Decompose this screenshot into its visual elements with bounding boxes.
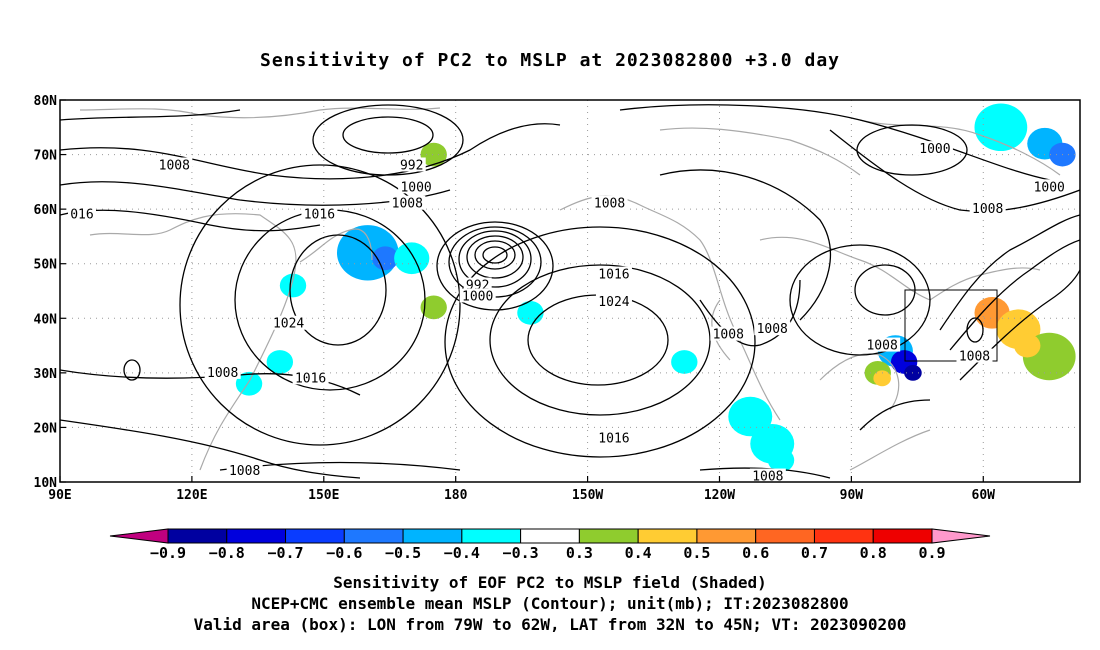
map-background xyxy=(60,100,1080,482)
colorbar-label: 0.7 xyxy=(801,544,828,562)
contour-label: 1000 xyxy=(1034,180,1065,195)
colorbar-label: 0.9 xyxy=(918,544,945,562)
caption-line-1: Sensitivity of EOF PC2 to MSLP field (Sh… xyxy=(333,573,767,592)
lon-tick-label: 60W xyxy=(972,488,996,503)
contour-label: 1016 xyxy=(304,208,335,223)
contour-label: 1016 xyxy=(598,431,629,446)
colorbar-label: −0.3 xyxy=(503,544,539,562)
colorbar-swatch xyxy=(872,528,933,544)
contour-label: 1008 xyxy=(757,322,788,337)
lon-tick-label: 90E xyxy=(48,488,71,503)
lat-tick-label: 80N xyxy=(34,94,58,109)
colorbar: −0.9 −0.8 −0.7 −0.6 −0.5 −0.4 −0.3 0.3 0.4 0.5 0.6… xyxy=(109,528,991,562)
sensitivity-patch xyxy=(767,448,795,473)
colorbar-swatch xyxy=(402,528,463,544)
lon-tick-label: 180 xyxy=(444,488,468,503)
sensitivity-patch xyxy=(974,103,1028,152)
sensitivity-patch xyxy=(728,396,773,437)
lat-tick-label: 30N xyxy=(34,367,58,382)
lat-tick-label: 20N xyxy=(34,421,58,436)
contour-label: 1008 xyxy=(752,470,783,485)
figure-captions: Sensitivity of EOF PC2 to MSLP field (Sh… xyxy=(0,572,1100,635)
colorbar-label: −0.4 xyxy=(444,544,480,562)
contour-label: 1008 xyxy=(159,158,190,173)
lat-tick-label: 40N xyxy=(34,312,58,327)
graticule xyxy=(60,100,1080,482)
lat-tick-label: 70N xyxy=(34,149,58,164)
contour-label: 1008 xyxy=(594,197,625,212)
colorbar-label: −0.8 xyxy=(209,544,245,562)
lon-tick-label: 120W xyxy=(704,488,735,503)
lat-tick-label: 50N xyxy=(34,258,58,273)
lon-tick-label: 90W xyxy=(840,488,864,503)
sensitivity-patch xyxy=(266,350,294,374)
sensitivity-patch xyxy=(873,370,891,387)
contour-label: 1008 xyxy=(207,366,238,381)
sensitivity-patch xyxy=(420,295,447,320)
contour-label: 1008 xyxy=(866,339,897,354)
sensitivity-patch xyxy=(1014,333,1041,358)
map-frame xyxy=(59,99,1081,483)
colorbar-label: −0.6 xyxy=(326,544,362,562)
caption-line-2: NCEP+CMC ensemble mean MSLP (Contour); u… xyxy=(251,594,849,613)
contour-label: 1000 xyxy=(400,180,431,195)
colorbar-swatch xyxy=(755,528,815,544)
colorbar-label: 0.5 xyxy=(683,544,710,562)
colorbar-swatch xyxy=(343,528,404,544)
colorbar-label: −0.9 xyxy=(150,544,186,562)
colorbar-swatch xyxy=(226,528,287,544)
contour-label: 016 xyxy=(70,208,93,223)
caption-line-3: Valid area (box): LON from 79W to 62W, L… xyxy=(193,615,907,634)
contour-label: 1008 xyxy=(229,464,260,479)
contour-label: 1008 xyxy=(392,197,423,212)
colorbar-label: 0.3 xyxy=(566,544,593,562)
sensitivity-patch xyxy=(671,350,698,374)
contour-label: 1016 xyxy=(295,371,326,386)
contour-label: 1008 xyxy=(959,349,990,364)
sensitivity-patch xyxy=(394,242,430,275)
lon-tick-label: 120E xyxy=(176,488,207,503)
colorbar-swatch xyxy=(813,528,874,544)
lon-tick-label: 150E xyxy=(308,488,339,503)
contour-label: 992 xyxy=(400,158,423,173)
colorbar-min-arrow xyxy=(109,528,169,544)
colorbar-label: −0.5 xyxy=(385,544,421,562)
sensitivity-patch xyxy=(279,273,307,298)
axis-ticks: 90E 120E 150E 180 150W 120W 90W 60W 80N 70N 60N 50N… xyxy=(34,94,996,503)
colorbar-max-arrow xyxy=(931,528,991,544)
colorbar-label: 0.6 xyxy=(742,544,769,562)
sensitivity-patch xyxy=(420,142,447,167)
colorbar-label: 0.4 xyxy=(625,544,652,562)
contour-label: 1008 xyxy=(713,328,744,343)
colorbar-swatch xyxy=(637,528,698,544)
valid-area-box xyxy=(904,289,998,362)
colorbar-swatch xyxy=(285,528,345,544)
contour-label: 1000 xyxy=(919,142,950,157)
colorbar-swatch xyxy=(167,528,228,544)
contour-label: 1000 xyxy=(462,289,493,304)
contour-label: 1024 xyxy=(273,317,304,332)
lat-tick-label: 10N xyxy=(34,476,58,491)
colorbar-swatch xyxy=(461,528,522,544)
colorbar-label: 0.8 xyxy=(860,544,887,562)
sensitivity-patch xyxy=(517,300,544,325)
colorbar-label: −0.7 xyxy=(267,544,303,562)
colorbar-swatch xyxy=(696,528,757,544)
mslp-contours xyxy=(60,104,1080,479)
colorbar-swatch xyxy=(520,528,580,544)
chart-title: Sensitivity of PC2 to MSLP at 2023082800… xyxy=(259,50,840,71)
colorbar-swatch xyxy=(578,528,639,544)
lon-tick-label: 150W xyxy=(572,488,603,503)
contour-labels: 1008 992 1000 1008 016 1016 1008 1000 1000 1008 10… xyxy=(67,141,1068,485)
contour-label: 1024 xyxy=(598,295,629,310)
sensitivity-patch xyxy=(235,371,263,396)
lat-tick-label: 60N xyxy=(34,203,58,218)
contour-label: 1016 xyxy=(598,268,629,283)
contour-label: 1008 xyxy=(972,202,1003,217)
